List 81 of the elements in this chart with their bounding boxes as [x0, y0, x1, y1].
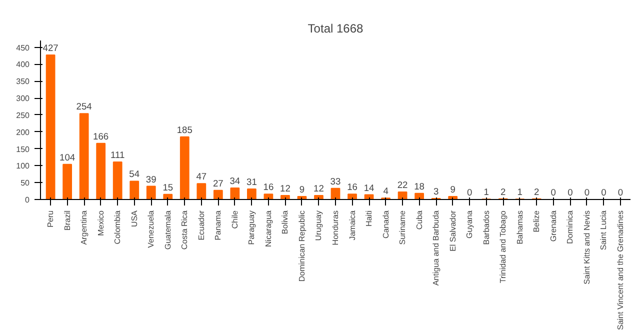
data-label: 14	[364, 182, 374, 193]
data-label: 427	[42, 43, 58, 54]
x-tick-label: Grenada	[548, 210, 558, 242]
y-tick-label: 250	[16, 110, 30, 120]
data-label: 0	[584, 188, 590, 198]
x-tick-label: Jamaica	[348, 210, 357, 240]
x-tick-label: Peru	[46, 210, 56, 228]
data-label: 33	[330, 176, 341, 186]
data-label: 54	[129, 169, 140, 180]
y-tick-label: 0	[25, 196, 30, 204]
x-tick-label: USA	[130, 210, 139, 227]
x-tick-label: Dominica	[566, 210, 575, 244]
data-label: 254	[76, 102, 92, 112]
x-tick-label: Argentina	[80, 210, 89, 245]
data-label: 1	[484, 187, 489, 198]
data-label: 47	[196, 172, 207, 182]
data-label: 166	[93, 131, 109, 142]
x-tick-label: Panama	[214, 210, 223, 240]
x-tick-label: Nicaragua	[264, 210, 273, 247]
data-label: 3	[433, 186, 439, 196]
y-tick-label: 50	[20, 178, 30, 188]
data-label: 9	[299, 184, 305, 194]
x-tick-label: Guyana	[465, 210, 474, 239]
y-tick-label: 150	[16, 144, 30, 154]
data-label: 0	[466, 188, 472, 198]
chart-title: Total 1668	[308, 22, 364, 36]
x-tick-label: Dominican Republic	[297, 210, 306, 282]
data-label: 27	[212, 178, 224, 188]
y-tick-label: 400	[16, 60, 30, 70]
data-label: 12	[280, 183, 290, 194]
data-label: 185	[176, 124, 192, 135]
x-tick-label: Antigua and Barbuda	[432, 210, 441, 286]
data-label: 4	[383, 186, 388, 196]
x-tick-label: Trinidad and Tobago	[498, 210, 508, 284]
x-tick-label: Mexico	[96, 210, 106, 236]
data-label: 16	[263, 182, 274, 192]
x-tick-label: Venezuela	[146, 210, 156, 248]
x-tick-label: Suriname	[398, 210, 408, 245]
x-tick-label: El Salvador	[448, 210, 458, 252]
data-label: 12	[314, 183, 324, 194]
data-label: 39	[146, 174, 156, 184]
data-label: 31	[246, 177, 257, 188]
x-tick-label: Saint Kitts and Nevis	[582, 210, 592, 284]
x-tick-label: Costa Rica	[180, 210, 190, 250]
data-label: 0	[601, 188, 606, 198]
y-tick-label: 200	[16, 128, 30, 137]
x-tick-label: Uruguay	[314, 210, 324, 241]
x-tick-label: Cuba	[414, 210, 424, 230]
data-label: 9	[450, 184, 456, 194]
x-tick-label: Colombia	[113, 210, 122, 244]
x-tick-label: Ecuador	[196, 210, 206, 240]
data-label: 2	[500, 186, 506, 197]
y-tick-label: 300	[16, 94, 30, 104]
data-label: 111	[110, 150, 125, 160]
y-tick-label: 450	[16, 43, 30, 52]
data-label: 0	[618, 188, 624, 198]
x-tick-label: Bahamas	[515, 210, 524, 244]
data-label: 16	[347, 182, 358, 192]
x-tick-label: Honduras	[331, 210, 340, 246]
y-tick-label: 100	[16, 162, 30, 171]
data-label: 2	[534, 186, 540, 197]
data-label: 0	[568, 188, 573, 198]
x-tick-label: Bolivia	[280, 210, 290, 234]
data-label: 104	[60, 152, 76, 162]
x-tick-label: Saint Lucia	[599, 210, 608, 250]
x-tick-label: Brazil	[62, 210, 72, 231]
data-label: 22	[397, 180, 408, 190]
x-tick-label: Guatemala	[163, 210, 172, 250]
x-tick-label: Canada	[381, 210, 390, 239]
x-tick-label: Paraguay	[247, 210, 256, 245]
x-tick-label: Saint Vincent and the Grenadines	[616, 210, 625, 330]
y-tick-label: 350	[16, 77, 30, 86]
x-tick-label: Chile	[230, 210, 240, 229]
data-label: 34	[230, 176, 240, 186]
x-tick-label: Belize	[532, 210, 542, 232]
data-label: 0	[550, 188, 556, 198]
x-tick-label: Barbados	[482, 210, 491, 245]
x-tick-label: Haiti	[364, 210, 374, 227]
data-label: 15	[162, 182, 174, 192]
data-label: 18	[414, 181, 425, 192]
data-label: 1	[517, 187, 522, 198]
